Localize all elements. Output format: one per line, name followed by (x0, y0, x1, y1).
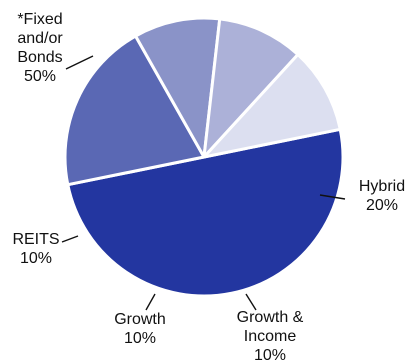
slice-name-fixed-bonds: and/or (17, 30, 63, 47)
leader-line-hybrid (319, 194, 346, 200)
pie-slice-hybrid (63, 34, 206, 187)
leader-line-growth-income (245, 293, 257, 311)
leader-line-growth (145, 293, 156, 311)
slice-name-hybrid: Hybrid (359, 178, 405, 195)
slice-label-hybrid: Hybrid 20% (359, 178, 405, 214)
pie-slices (63, 16, 345, 298)
leader-line-fixed-bonds (65, 55, 94, 70)
slice-value-growth: 10% (124, 330, 156, 347)
slice-name-fixed-bonds: Bonds (17, 49, 62, 66)
pie-slice-growth-income (134, 16, 222, 159)
slice-label-growth: Growth 10% (114, 311, 166, 347)
leader-line-reits (61, 235, 79, 243)
leader-lines (61, 55, 346, 311)
slice-value-fixed-bonds: 50% (24, 68, 56, 85)
slice-value-growth-income: 10% (254, 347, 286, 363)
slice-label-fixed-bonds: *Fixed and/or Bonds 50% (17, 11, 63, 85)
slice-label-reits: REITS 10% (12, 231, 59, 267)
slice-value-reits: 10% (20, 250, 52, 267)
slice-name-growth-income: Income (244, 328, 297, 345)
slice-name-growth-income: Growth & (237, 309, 304, 326)
slice-name-fixed-bonds: *Fixed (17, 11, 62, 28)
slice-name-growth: Growth (114, 311, 166, 328)
pie-slice-reits (202, 53, 342, 159)
slice-name-reits: REITS (12, 231, 59, 248)
slice-label-growth-income: Growth & Income 10% (237, 309, 304, 363)
pie-slice-growth (202, 17, 300, 159)
slice-labels: *Fixed and/or Bonds 50% Hybrid 20% Growth & Inc… (12, 11, 405, 363)
slice-value-hybrid: 20% (366, 197, 398, 214)
